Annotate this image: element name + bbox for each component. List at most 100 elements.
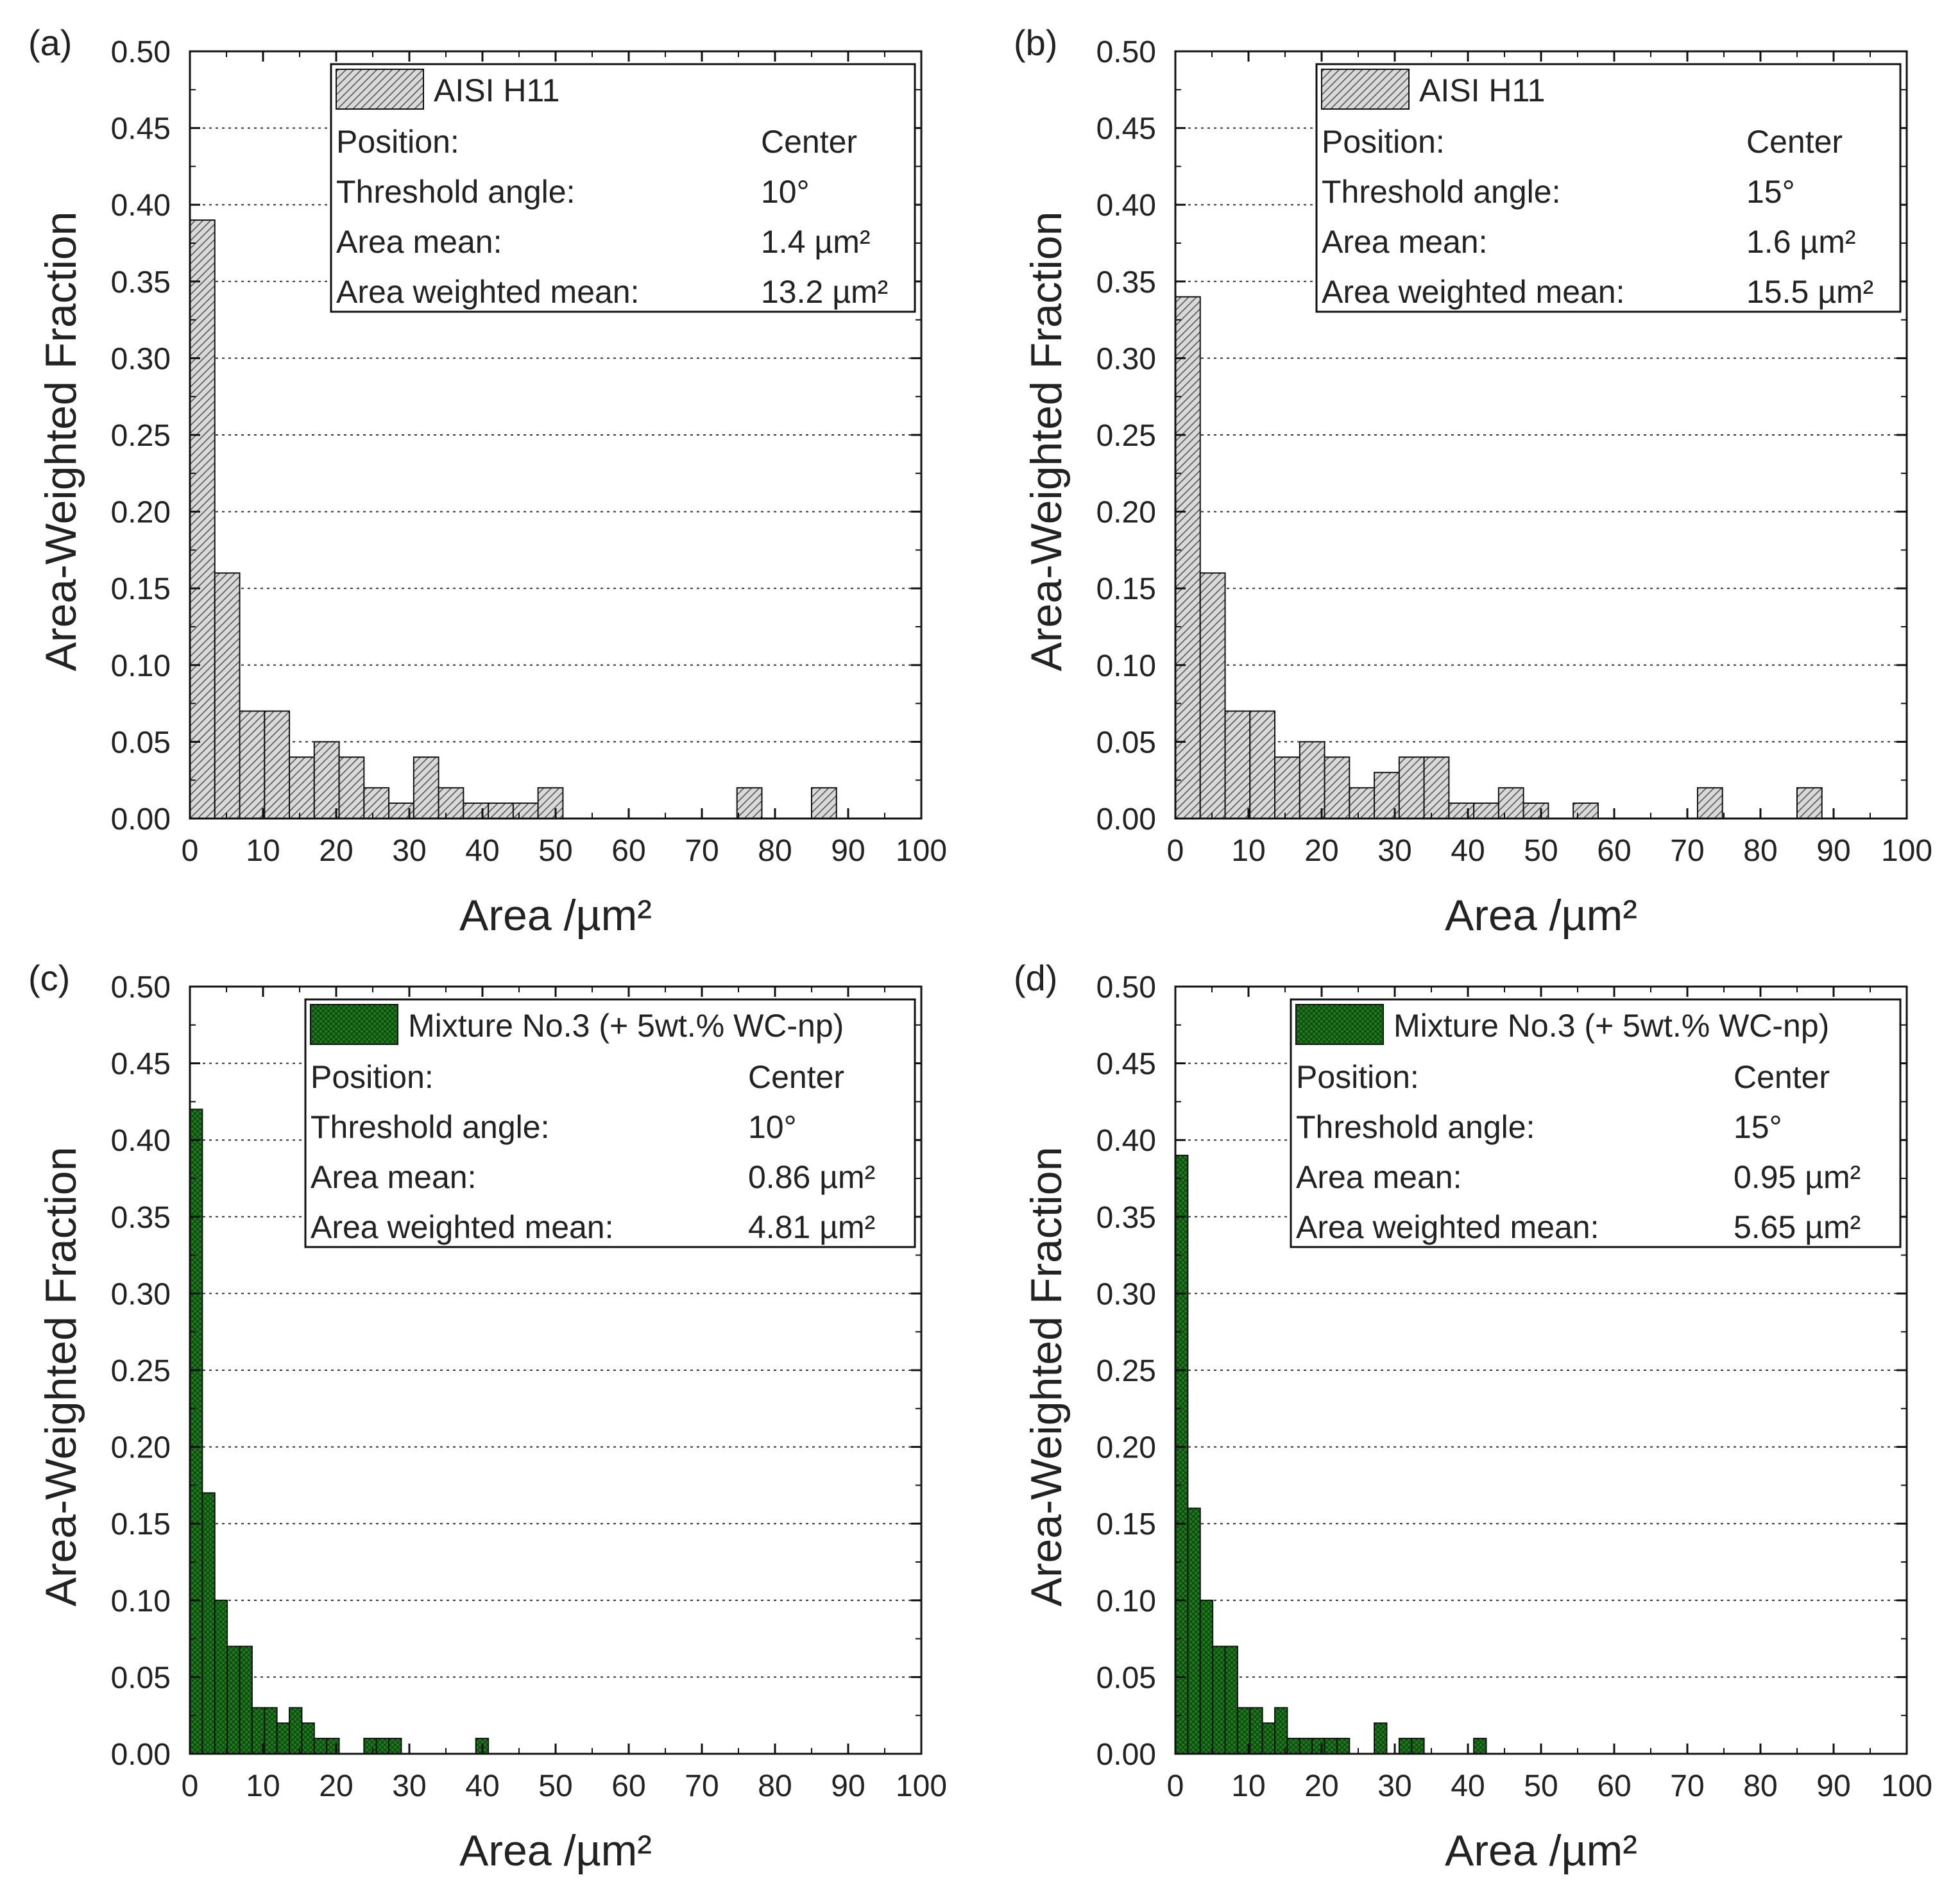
y-axis-title: Area-Weighted Fraction xyxy=(37,1147,85,1607)
histogram-bar xyxy=(1224,710,1251,820)
x-tick-label: 50 xyxy=(1524,1769,1558,1803)
histogram-bar xyxy=(1796,787,1823,820)
histogram-bar xyxy=(1299,1738,1313,1755)
histogram-bar xyxy=(1199,1599,1214,1755)
y-tick-label: 0.40 xyxy=(1096,1124,1156,1158)
y-tick-label: 0.20 xyxy=(1096,496,1156,530)
legend-row-label: Area mean: xyxy=(336,224,502,260)
histogram-bar xyxy=(1448,802,1475,819)
histogram-bar xyxy=(1423,756,1450,819)
x-tick-label: 0 xyxy=(1167,834,1184,868)
y-tick-label: 0.45 xyxy=(1096,1048,1156,1082)
histogram-bar xyxy=(313,1738,328,1755)
legend-row-label: Position: xyxy=(311,1059,434,1095)
legend-series-name: AISI H11 xyxy=(1419,72,1545,108)
panel-label: (c) xyxy=(28,958,70,998)
histogram-bar xyxy=(1187,1507,1201,1755)
histogram-bar xyxy=(1175,296,1201,820)
histogram-bar xyxy=(1398,1738,1413,1755)
histogram-bar xyxy=(413,756,439,819)
histogram-bar xyxy=(363,787,390,820)
x-tick-label: 50 xyxy=(538,834,572,868)
x-tick-label: 0 xyxy=(182,834,199,868)
x-tick-label: 0 xyxy=(1167,1769,1184,1803)
x-tick-label: 80 xyxy=(1743,1769,1777,1803)
panel-label: (b) xyxy=(1014,22,1057,63)
legend-row-value: 0.95 µm² xyxy=(1734,1159,1861,1195)
legend-row-label: Area weighted mean: xyxy=(1322,274,1625,310)
y-tick-label: 0.50 xyxy=(1096,971,1156,1005)
x-axis-title: Area /µm² xyxy=(1445,891,1637,940)
histogram-bar xyxy=(438,787,464,820)
x-tick-label: 0 xyxy=(182,1769,199,1803)
legend-row-label: Area mean: xyxy=(1322,224,1487,260)
x-tick-label: 90 xyxy=(831,834,865,868)
y-tick-label: 0.15 xyxy=(1096,1507,1156,1541)
y-axis-title: Area-Weighted Fraction xyxy=(1022,212,1071,672)
chart-panel-c: 0.00 0.05 0.10 0.15 0.20 0.25 0.30 0.35 0.40 0.45… xyxy=(28,958,947,1875)
y-tick-label: 0.05 xyxy=(1096,726,1156,760)
legend-box: AISI H11 Position: Center Threshold angle: 1… xyxy=(1315,63,1902,313)
histogram-bar xyxy=(1473,802,1499,819)
y-tick-label: 0.40 xyxy=(111,1124,171,1158)
histogram-bar xyxy=(1324,1738,1338,1755)
histogram-bar xyxy=(1299,741,1325,820)
histogram-bar xyxy=(736,787,763,820)
y-tick-label: 0.25 xyxy=(1096,1354,1156,1388)
y-tick-label: 0.45 xyxy=(111,1048,171,1082)
legend-row-value: 4.81 µm² xyxy=(748,1209,875,1245)
histogram-bar xyxy=(463,802,490,819)
legend-row-value: 0.86 µm² xyxy=(748,1159,875,1195)
x-tick-label: 10 xyxy=(246,834,280,868)
x-tick-label: 90 xyxy=(1816,1769,1850,1803)
legend-row-label: Threshold angle: xyxy=(1322,174,1560,210)
x-tick-label: 100 xyxy=(896,1769,947,1803)
legend-row-value: 1.6 µm² xyxy=(1746,224,1856,260)
y-tick-label: 0.35 xyxy=(111,266,171,300)
histogram-bar xyxy=(1349,787,1376,820)
x-tick-label: 100 xyxy=(896,834,947,868)
histogram-bar xyxy=(375,1738,390,1755)
x-tick-label: 40 xyxy=(465,834,499,868)
x-tick-label: 70 xyxy=(685,1769,719,1803)
legend-row-label: Threshold angle: xyxy=(311,1109,549,1145)
x-tick-label: 50 xyxy=(1524,834,1558,868)
histogram-bar xyxy=(289,756,315,819)
histogram-bar xyxy=(214,1599,228,1755)
legend-row-label: Threshold angle: xyxy=(1296,1109,1535,1145)
x-tick-label: 80 xyxy=(758,1769,792,1803)
legend-row-value: 1.4 µm² xyxy=(761,224,871,260)
legend-row-label: Area weighted mean: xyxy=(336,274,640,310)
histogram-bar xyxy=(1274,1707,1288,1754)
histogram-bar xyxy=(289,1707,303,1754)
histogram-bar xyxy=(214,572,241,820)
histogram-bar xyxy=(1286,1738,1300,1755)
histogram-bar xyxy=(1249,710,1276,820)
histogram-bar xyxy=(1175,1155,1189,1754)
legend-row-value: Center xyxy=(761,124,857,160)
legend-row-value: Center xyxy=(748,1059,844,1095)
chart-panel-b: 0.00 0.05 0.10 0.15 0.20 0.25 0.30 0.35 0.40 0.45… xyxy=(1014,22,1932,940)
histogram-bar xyxy=(388,1738,402,1755)
legend-row-label: Position: xyxy=(1322,124,1445,160)
x-tick-label: 30 xyxy=(392,834,426,868)
y-tick-label: 0.35 xyxy=(1096,266,1156,300)
y-tick-label: 0.05 xyxy=(111,1661,171,1695)
histogram-bar xyxy=(1311,1738,1325,1755)
y-tick-label: 0.45 xyxy=(1096,112,1156,146)
panels-root: 0.00 0.05 0.10 0.15 0.20 0.25 0.30 0.35 0.40 0.45… xyxy=(28,22,1932,1875)
legend-swatch xyxy=(310,1004,398,1045)
x-tick-label: 30 xyxy=(1377,834,1411,868)
y-tick-label: 0.00 xyxy=(1096,1738,1156,1772)
legend-box: AISI H11 Position: Center Threshold angle: 1… xyxy=(330,63,916,313)
legend-frame xyxy=(1290,998,1902,1248)
y-tick-label: 0.25 xyxy=(111,419,171,453)
x-tick-label: 20 xyxy=(1304,1769,1338,1803)
legend-swatch xyxy=(1295,1004,1384,1045)
y-tick-label: 0.10 xyxy=(1096,649,1156,683)
x-tick-label: 10 xyxy=(246,1769,280,1803)
legend-frame xyxy=(1315,63,1902,313)
x-tick-label: 90 xyxy=(831,1769,865,1803)
legend-frame xyxy=(330,63,916,313)
histogram-bar xyxy=(1212,1645,1226,1755)
